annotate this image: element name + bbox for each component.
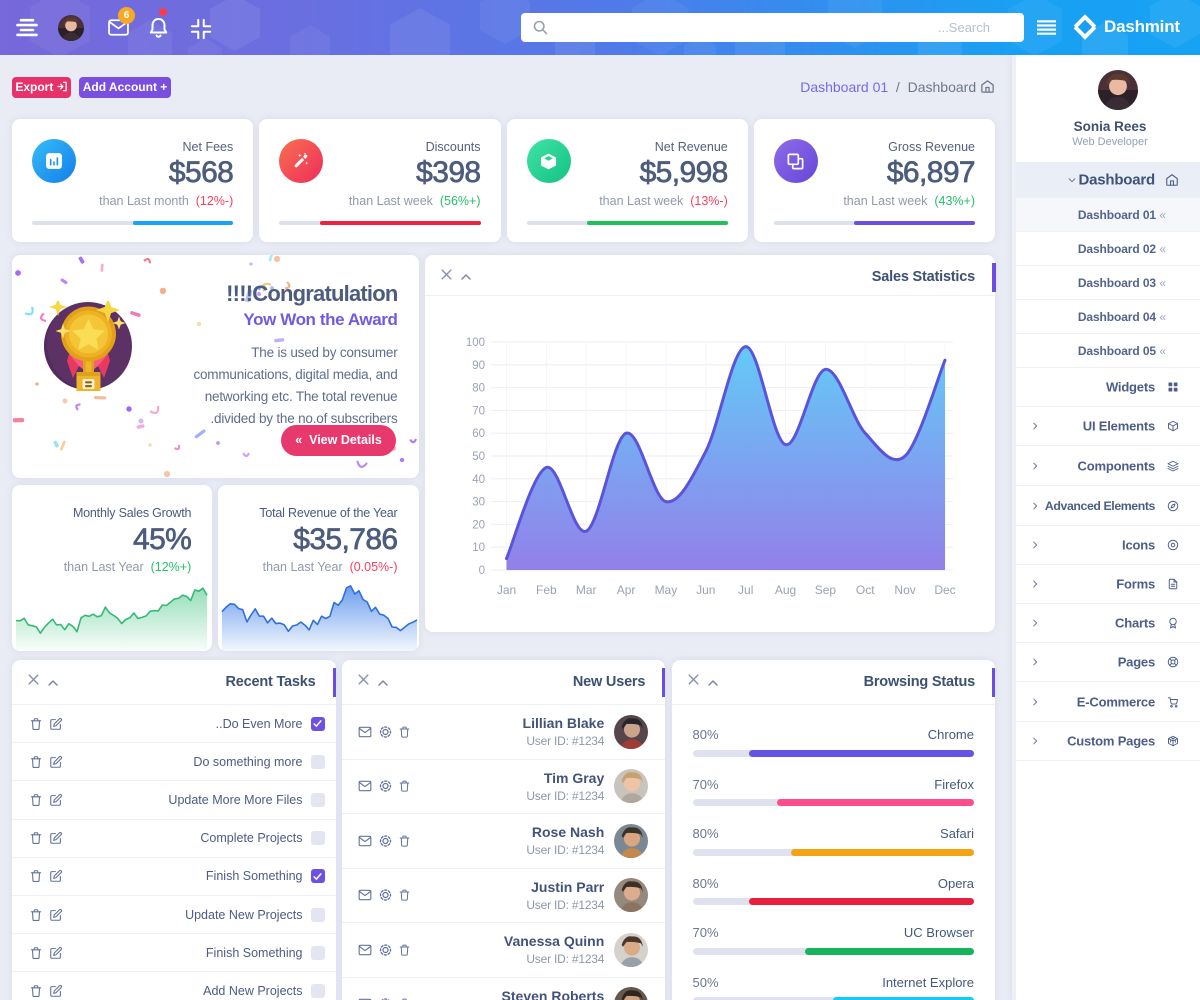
svg-text:Jul: Jul (738, 583, 753, 597)
svg-text:70: 70 (472, 405, 485, 417)
svg-text:20: 20 (472, 519, 485, 531)
svg-text:Oct: Oct (855, 583, 874, 597)
svg-text:0: 0 (478, 565, 484, 577)
svg-text:Aug: Aug (774, 583, 795, 597)
svg-text:Nov: Nov (894, 583, 915, 597)
svg-text:May: May (654, 583, 677, 597)
svg-text:60: 60 (472, 428, 485, 440)
svg-text:Apr: Apr (616, 583, 635, 597)
svg-text:Dec: Dec (934, 583, 955, 597)
svg-text:40: 40 (472, 474, 485, 486)
svg-text:Sep: Sep (814, 583, 836, 597)
svg-text:80: 80 (472, 383, 485, 395)
svg-text:Jan: Jan (496, 583, 515, 597)
svg-text:Feb: Feb (536, 583, 557, 597)
svg-text:Mar: Mar (575, 583, 596, 597)
svg-text:100: 100 (465, 337, 484, 349)
svg-text:10: 10 (472, 542, 485, 554)
svg-text:90: 90 (472, 360, 485, 372)
svg-text:30: 30 (472, 497, 485, 509)
svg-text:Jun: Jun (696, 583, 715, 597)
svg-text:50: 50 (472, 451, 485, 463)
